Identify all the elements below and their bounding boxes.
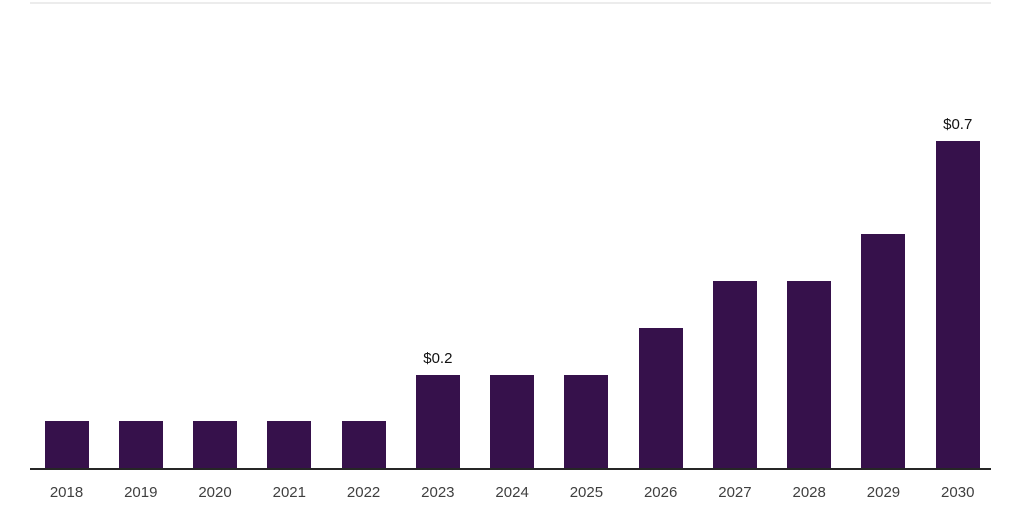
bar-2023 [415,375,460,468]
bar-2019 [118,421,163,468]
x-tick-label-2030: 2030 [941,484,975,501]
bar-2027 [712,281,757,468]
x-tick-label-2022: 2022 [346,484,381,501]
bar-2029 [861,234,906,468]
bar-2026 [638,328,683,468]
bar-2020 [193,421,238,468]
value-label-2030: $0.7 [943,116,973,133]
bar-2025 [564,375,609,468]
bar-2028 [787,281,832,468]
x-tick-label-2028: 2028 [792,484,826,501]
bar-2030 [935,141,980,468]
x-tick-label-2021: 2021 [272,484,306,501]
plot-top-border [30,2,991,4]
x-tick-label-2027: 2027 [718,484,752,501]
x-tick-label-2018: 2018 [49,484,84,501]
bar-2021 [267,421,312,468]
bar-2024 [490,375,535,468]
x-tick-label-2025: 2025 [569,484,604,501]
x-axis-line [30,468,991,470]
x-tick-label-2023: 2023 [421,484,455,501]
bar-2018 [44,421,89,468]
x-tick-label-2029: 2029 [866,484,901,501]
value-label-2023: $0.2 [423,350,453,367]
x-tick-label-2026: 2026 [643,484,678,501]
bar-2022 [341,421,386,468]
x-tick-label-2024: 2024 [495,484,529,501]
x-tick-label-2020: 2020 [198,484,232,501]
x-tick-label-2019: 2019 [124,484,158,501]
